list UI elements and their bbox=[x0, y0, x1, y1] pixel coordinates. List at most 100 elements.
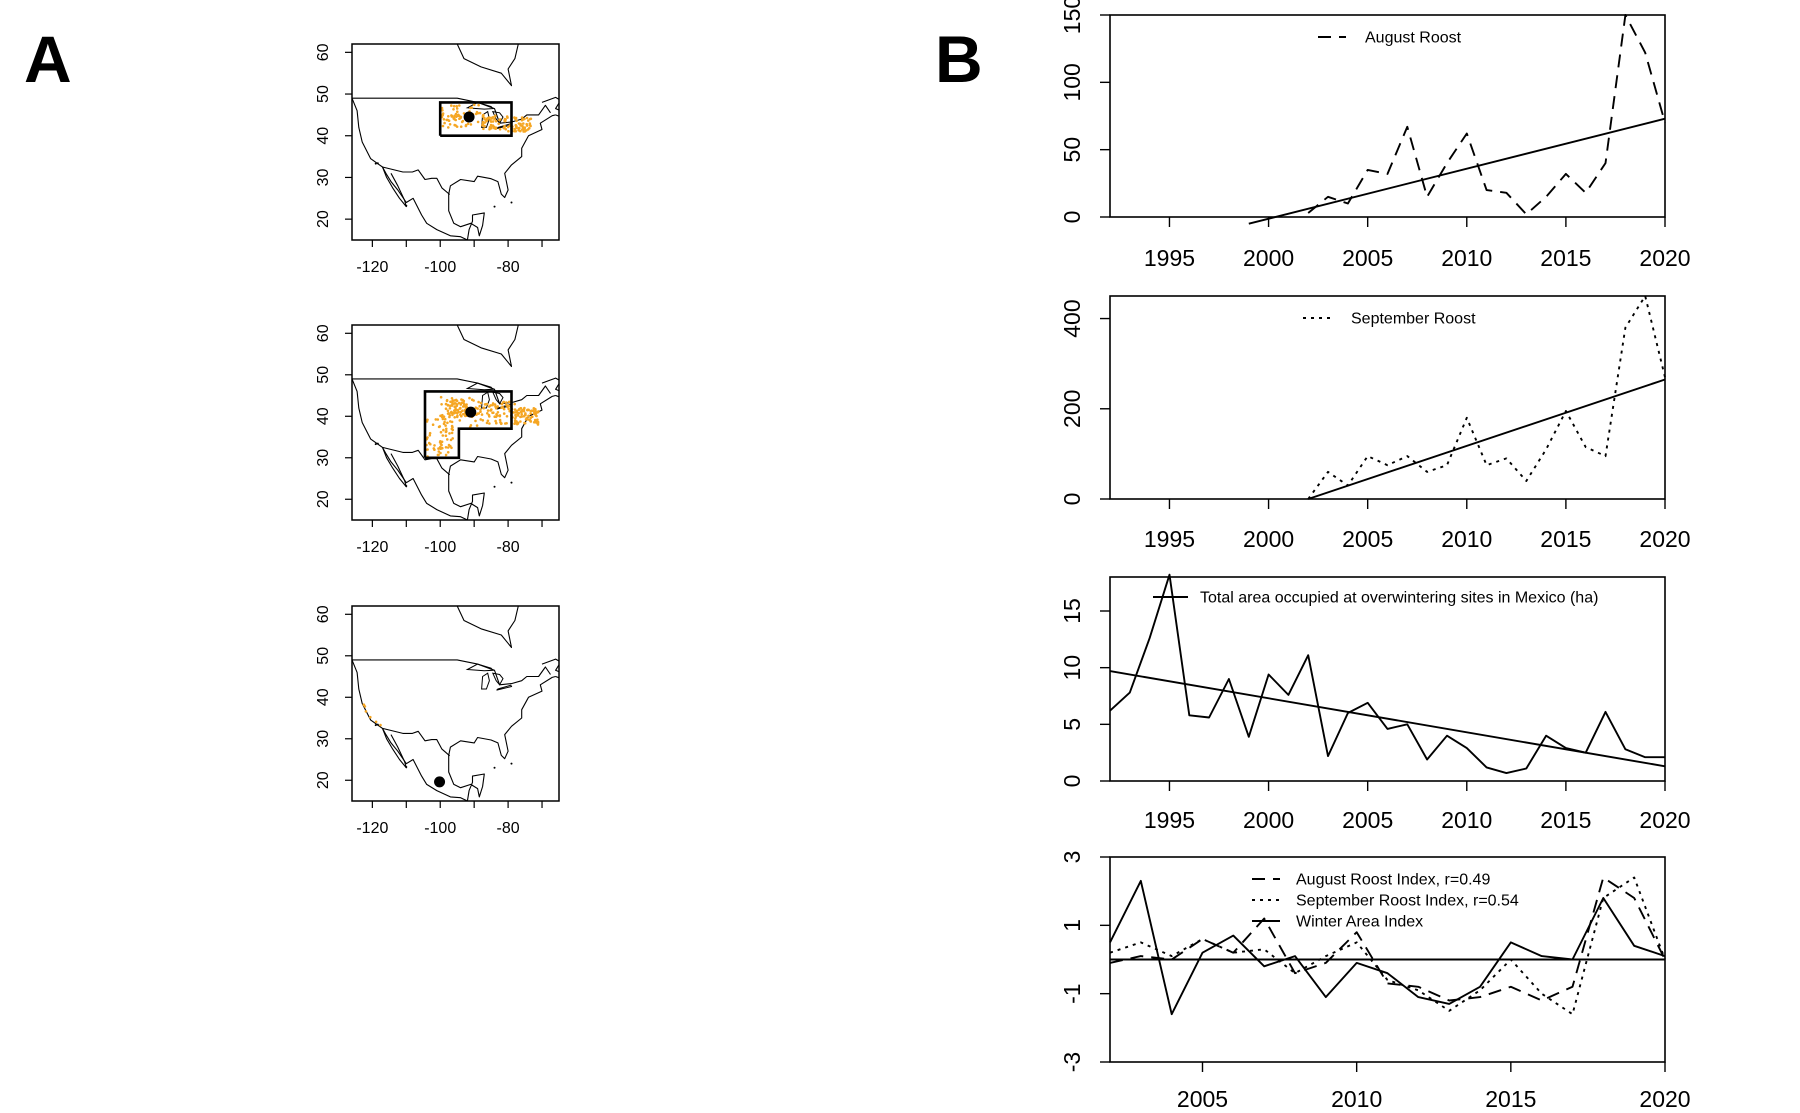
occurrence-point bbox=[479, 408, 482, 411]
occurrence-point bbox=[460, 120, 464, 124]
occurrence-point bbox=[425, 420, 429, 423]
plot-frame bbox=[1109, 295, 1666, 500]
island bbox=[376, 442, 379, 445]
occurrence-point bbox=[450, 446, 453, 450]
occurrence-point bbox=[450, 397, 454, 400]
y-tick-label: 10 bbox=[1059, 655, 1085, 681]
occurrence-point bbox=[444, 407, 448, 411]
x-tick-label: 2005 bbox=[1342, 807, 1393, 833]
map-geography bbox=[352, 325, 559, 520]
great-lake bbox=[481, 672, 490, 690]
occurrence-point bbox=[450, 404, 454, 407]
occurrence-point bbox=[498, 118, 502, 121]
occurrence-point bbox=[514, 124, 518, 128]
occurrence-point bbox=[517, 129, 520, 132]
great-lake bbox=[491, 110, 504, 125]
occurrence-point bbox=[456, 412, 459, 415]
occurrence-point bbox=[469, 123, 473, 126]
occurrence-point bbox=[493, 117, 496, 121]
occurrence-point bbox=[468, 396, 471, 400]
occurrence-point bbox=[516, 414, 520, 417]
occurrence-point bbox=[515, 126, 518, 130]
occurrence-point bbox=[444, 446, 448, 449]
y-tick-label: 0 bbox=[1059, 211, 1085, 224]
occurrence-point bbox=[444, 424, 447, 427]
occurrence-point bbox=[513, 402, 516, 406]
panel-label-b: B bbox=[935, 22, 983, 96]
legend-entry: September Roost Index, r=0.54 bbox=[1296, 893, 1519, 910]
map-frame bbox=[351, 324, 560, 521]
occurrence-point bbox=[447, 115, 450, 118]
series-line-0 bbox=[1307, 14, 1666, 216]
occurrence-point bbox=[525, 116, 529, 120]
occurrence-point bbox=[431, 423, 435, 427]
series-line-0 bbox=[1307, 295, 1666, 500]
occurrence-point bbox=[502, 400, 506, 404]
occurrence-point bbox=[520, 119, 524, 122]
occurrence-point bbox=[476, 111, 480, 115]
occurrence-point bbox=[460, 401, 464, 405]
occurrence-point bbox=[481, 419, 485, 422]
occurrence-point bbox=[489, 404, 492, 407]
occurrence-point bbox=[486, 409, 490, 412]
occurrence-point bbox=[462, 399, 466, 403]
occurrence-point bbox=[450, 104, 453, 107]
occurrence-point bbox=[456, 110, 459, 113]
occurrence-point bbox=[446, 421, 449, 425]
y-tick-label: 15 bbox=[1059, 598, 1085, 624]
occurrence-point bbox=[498, 414, 502, 417]
occurrence-point bbox=[479, 401, 483, 405]
island bbox=[376, 162, 379, 165]
occurrence-point bbox=[439, 430, 443, 434]
occurrence-point bbox=[479, 418, 483, 421]
occurrence-point bbox=[446, 438, 449, 441]
occurrence-point bbox=[530, 415, 534, 419]
occurrence-point bbox=[441, 124, 445, 128]
occurrence-point bbox=[437, 450, 441, 453]
occurrence-point bbox=[525, 129, 528, 132]
x-tick-label: 2005 bbox=[1342, 245, 1393, 271]
occurrence-point bbox=[486, 116, 490, 120]
occurrence-point bbox=[476, 120, 480, 124]
island bbox=[374, 162, 377, 165]
map-y-tick-label: 60 bbox=[315, 605, 332, 623]
occurrence-point bbox=[513, 422, 516, 426]
occurrence-point bbox=[437, 447, 440, 450]
occurrence-point bbox=[442, 422, 446, 426]
map-x-tick-label: -120 bbox=[356, 259, 388, 276]
occurrence-point bbox=[479, 410, 482, 414]
occurrence-point bbox=[489, 409, 493, 412]
occurrence-point bbox=[445, 399, 449, 403]
map-y-tick-label: 40 bbox=[315, 688, 332, 706]
occurrence-point bbox=[441, 109, 444, 112]
occurrence-point bbox=[453, 416, 457, 419]
occurrence-point bbox=[519, 420, 522, 423]
occurrence-point bbox=[503, 117, 507, 121]
occurrence-point bbox=[474, 419, 477, 423]
occurrence-point bbox=[450, 115, 454, 118]
map-y-tick-label: 50 bbox=[315, 366, 332, 384]
occurrence-point bbox=[440, 443, 443, 447]
occurrence-point bbox=[502, 412, 506, 415]
y-tick-label: 0 bbox=[1059, 493, 1085, 506]
occurrence-point bbox=[482, 406, 486, 410]
occurrence-point bbox=[488, 415, 491, 418]
occurrence-point bbox=[449, 438, 453, 442]
occurrence-point bbox=[459, 115, 463, 119]
occurrence-point bbox=[452, 108, 455, 111]
occurrence-point bbox=[379, 723, 382, 727]
occurrence-point bbox=[464, 124, 468, 128]
island bbox=[493, 205, 496, 208]
coastline bbox=[352, 659, 468, 801]
occurrence-point bbox=[455, 107, 459, 110]
occurrence-point bbox=[452, 104, 456, 108]
occurrence-point bbox=[491, 120, 495, 123]
occurrence-point bbox=[493, 415, 497, 419]
map-x-tick-label: -100 bbox=[424, 259, 456, 276]
occurrence-point bbox=[452, 117, 456, 120]
occurrence-point bbox=[513, 408, 517, 411]
occurrence-point bbox=[439, 451, 442, 455]
occurrence-point bbox=[437, 453, 440, 457]
occurrence-point bbox=[506, 116, 509, 119]
